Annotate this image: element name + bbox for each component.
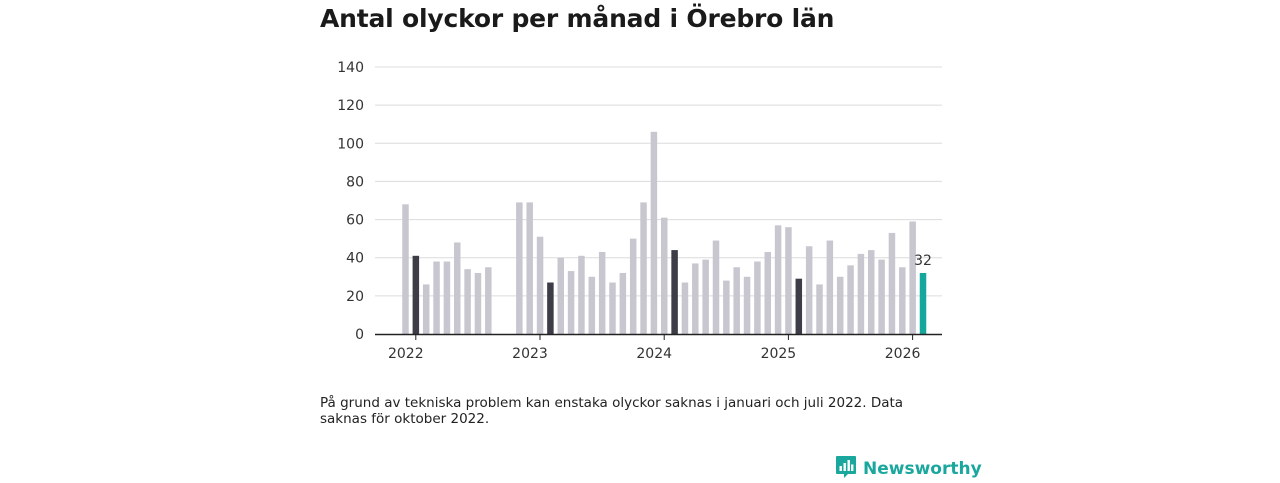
bar [422, 284, 430, 334]
bar [868, 250, 875, 334]
brand-logo[interactable]: Newsworthy [835, 455, 982, 483]
bar [681, 282, 689, 334]
brand-name: Newsworthy [863, 459, 982, 479]
bar [733, 267, 740, 334]
bar [485, 267, 492, 334]
bar [723, 280, 730, 334]
y-tick-label: 80 [346, 174, 364, 190]
bar [878, 259, 885, 334]
bar [816, 284, 823, 334]
bar [692, 263, 699, 334]
chart-bubble-icon [835, 455, 857, 483]
bar [474, 272, 482, 334]
y-tick-label: 140 [337, 60, 364, 76]
y-tick-label: 0 [355, 327, 364, 343]
bar [774, 225, 782, 334]
bar [754, 261, 761, 334]
bar [443, 261, 451, 334]
bar [640, 202, 647, 334]
data-label-latest: 32 [914, 253, 932, 269]
bar [433, 261, 440, 334]
bar [702, 259, 709, 334]
bar [536, 236, 544, 334]
y-tick-label: 60 [346, 213, 364, 229]
chart-title: Antal olyckor per månad i Örebro län [320, 4, 835, 33]
footnote: På grund av tekniska problem kan enstaka… [320, 395, 904, 427]
bar [661, 217, 668, 334]
x-tick-label: 2022 [388, 346, 424, 362]
bar [578, 255, 585, 334]
bar [557, 257, 564, 334]
bar [402, 204, 409, 334]
bar [609, 282, 616, 334]
bar [526, 202, 533, 334]
bar [671, 250, 678, 334]
bar [764, 251, 771, 334]
bar [795, 278, 803, 334]
x-tick-label: 2025 [761, 346, 797, 362]
bar [629, 238, 637, 334]
y-tick-label: 100 [337, 136, 364, 152]
bar [847, 265, 854, 334]
bar [919, 272, 927, 334]
y-tick-label: 120 [337, 98, 364, 114]
bar [588, 276, 596, 334]
bar [899, 267, 906, 334]
bar [836, 276, 844, 334]
bar [516, 202, 523, 334]
bar [412, 255, 420, 334]
bar [785, 227, 792, 334]
bar [909, 221, 916, 334]
bar [826, 240, 834, 334]
y-tick-label: 40 [346, 251, 364, 267]
bar [598, 251, 606, 334]
bar [857, 253, 865, 334]
x-tick-label: 2026 [885, 346, 921, 362]
bar-chart: 0 20 40 60 80 100 120 140 32 2022 2023 2024 2025 2026 [337, 60, 942, 362]
bar [712, 240, 720, 334]
y-tick-label: 20 [346, 289, 364, 305]
bar [547, 282, 554, 334]
bar [454, 242, 461, 334]
bar [567, 271, 575, 334]
bar [888, 232, 896, 334]
x-tick-label: 2024 [636, 346, 672, 362]
bar [619, 272, 627, 334]
x-tick-label: 2023 [512, 346, 548, 362]
bar [464, 269, 471, 334]
bar [650, 131, 658, 334]
bar [743, 276, 751, 334]
bar [805, 246, 813, 334]
